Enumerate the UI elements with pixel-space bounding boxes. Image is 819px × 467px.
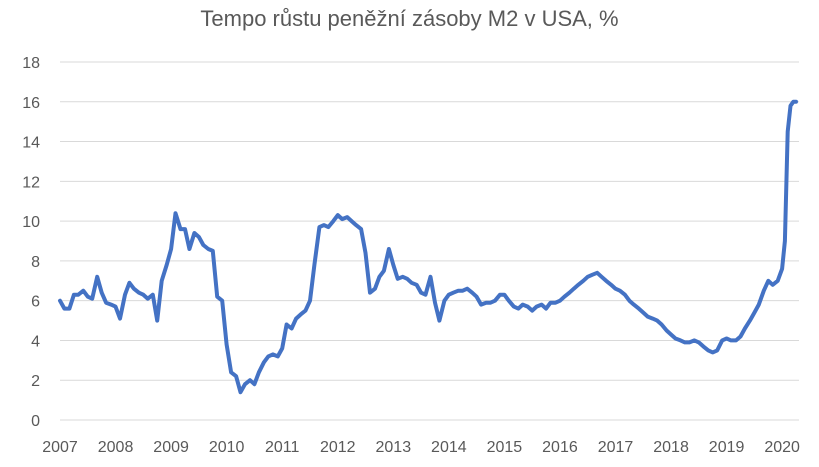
x-tick-label: 2007 (42, 439, 78, 456)
y-tick-label: 10 (22, 214, 40, 231)
y-tick-label: 6 (31, 294, 40, 311)
y-tick-label: 8 (31, 254, 40, 271)
x-tick-label: 2016 (542, 439, 578, 456)
y-tick-label: 2 (31, 373, 40, 390)
x-tick-label: 2008 (98, 439, 134, 456)
x-tick-label: 2015 (487, 439, 523, 456)
y-tick-label: 0 (31, 413, 40, 430)
x-tick-label: 2014 (431, 439, 467, 456)
x-tick-label: 2010 (209, 439, 245, 456)
x-tick-label: 2019 (709, 439, 745, 456)
x-tick-label: 2009 (153, 439, 189, 456)
chart-title: Tempo růstu peněžní zásoby M2 v USA, % (200, 6, 619, 31)
x-tick-label: 2013 (376, 439, 412, 456)
x-tick-label: 2012 (320, 439, 356, 456)
y-tick-label: 12 (22, 174, 40, 191)
x-tick-label: 2017 (598, 439, 634, 456)
gridlines (60, 61, 799, 421)
x-tick-label: 2020 (764, 439, 800, 456)
x-tick-label: 2018 (653, 439, 689, 456)
x-axis-ticks: 2007 2008 2009 2010 2011 2012 2013 2014 2015 2016… (42, 439, 800, 456)
y-tick-label: 18 (22, 55, 40, 72)
y-tick-label: 4 (31, 333, 40, 350)
y-tick-label: 14 (22, 135, 40, 152)
series-layer (58, 99, 798, 395)
y-tick-label: 16 (22, 95, 40, 112)
x-tick-label: 2011 (265, 439, 300, 456)
series-line (58, 99, 798, 395)
y-axis-ticks: 0 2 4 6 8 10 12 14 16 18 (22, 55, 40, 430)
